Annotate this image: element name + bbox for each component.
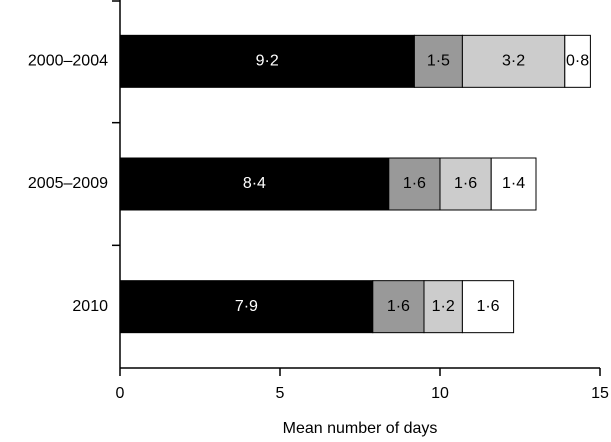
data-label: 1·6 bbox=[454, 175, 477, 192]
bar-segment bbox=[372, 280, 425, 334]
x-axis-label: Mean number of days bbox=[283, 420, 438, 437]
bar-segment bbox=[413, 34, 463, 88]
data-label: 1·6 bbox=[403, 175, 426, 192]
data-label: 8·4 bbox=[243, 175, 266, 192]
y-tick-label: 2000–2004 bbox=[28, 53, 108, 70]
x-tick-label: 5 bbox=[276, 385, 285, 402]
bar-segment bbox=[461, 34, 566, 88]
data-label: 9·2 bbox=[256, 53, 279, 70]
bar-segment bbox=[388, 157, 441, 211]
bar-segment bbox=[461, 280, 515, 334]
x-tick-label: 15 bbox=[591, 385, 609, 402]
bar-segment bbox=[564, 34, 591, 88]
data-label: 3·2 bbox=[502, 53, 525, 70]
y-tick-label: 2005–2009 bbox=[28, 175, 108, 192]
data-label: 1·5 bbox=[427, 53, 450, 70]
bar-segment bbox=[490, 157, 537, 211]
bar-segment bbox=[119, 157, 390, 211]
x-tick-label: 10 bbox=[431, 385, 449, 402]
data-label: 7·9 bbox=[235, 298, 258, 315]
x-tick-label: 0 bbox=[116, 385, 125, 402]
bar-segment bbox=[119, 34, 415, 88]
data-label: 1·6 bbox=[387, 298, 410, 315]
data-label: 1·4 bbox=[502, 175, 525, 192]
data-label: 1·2 bbox=[432, 298, 455, 315]
data-label: 0·8 bbox=[566, 53, 589, 70]
y-tick-label: 2010 bbox=[72, 298, 108, 315]
bar-segment bbox=[439, 157, 492, 211]
data-label: 1·6 bbox=[476, 298, 499, 315]
